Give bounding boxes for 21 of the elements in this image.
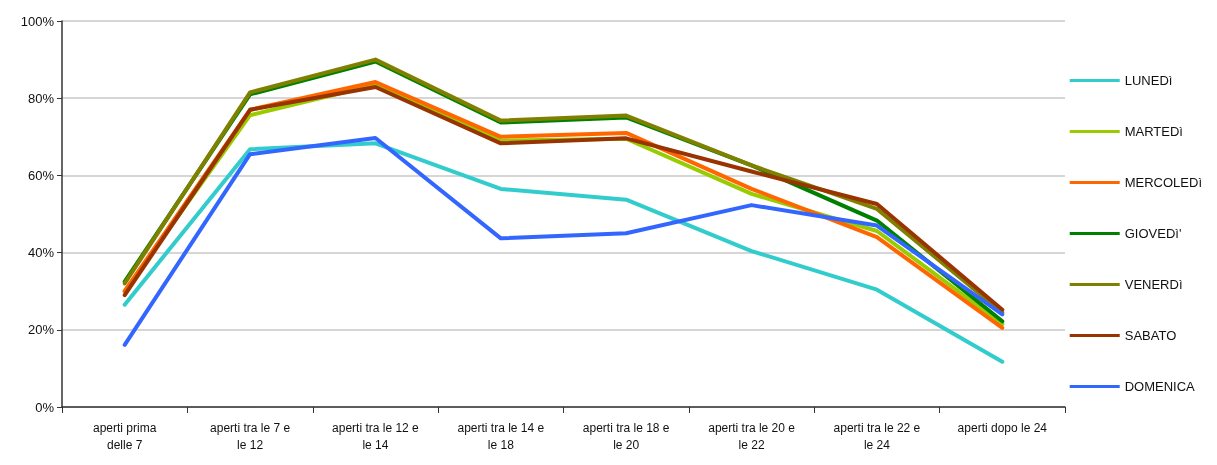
legend-label: LUNEDì — [1124, 73, 1173, 88]
legend-label: GIOVEDì' — [1124, 226, 1182, 241]
legend-label: MARTEDì — [1124, 124, 1183, 139]
y-tick-label: 40% — [27, 245, 55, 261]
x-tick-label: aperti tra le 12 e le 14 — [332, 420, 420, 452]
legend-label: SABATO — [1124, 328, 1177, 343]
legend-label: MERCOLEDì — [1124, 175, 1203, 190]
y-tick-label: 60% — [27, 167, 55, 183]
x-tick-label: aperti tra le 22 e le 24 — [833, 420, 921, 452]
y-tick-label: 80% — [27, 90, 55, 106]
y-tick-label: 20% — [27, 322, 55, 338]
x-tick-label: aperti tra le 20 e le 22 — [708, 420, 796, 452]
legend-label: DOMENICA — [1124, 379, 1196, 394]
x-tick-label: aperti tra le 7 e le 12 — [210, 420, 291, 452]
x-tick-label: aperti tra le 18 e le 20 — [582, 420, 670, 452]
x-tick-label: aperti dopo le 24 — [957, 420, 1048, 435]
y-tick-label: 100% — [20, 13, 55, 29]
y-tick-label: 0% — [35, 399, 55, 415]
x-tick-label: aperti prima delle 7 — [93, 420, 157, 452]
legend-label: VENERDì — [1124, 277, 1183, 292]
x-tick-label: aperti tra le 14 e le 18 — [457, 420, 545, 452]
